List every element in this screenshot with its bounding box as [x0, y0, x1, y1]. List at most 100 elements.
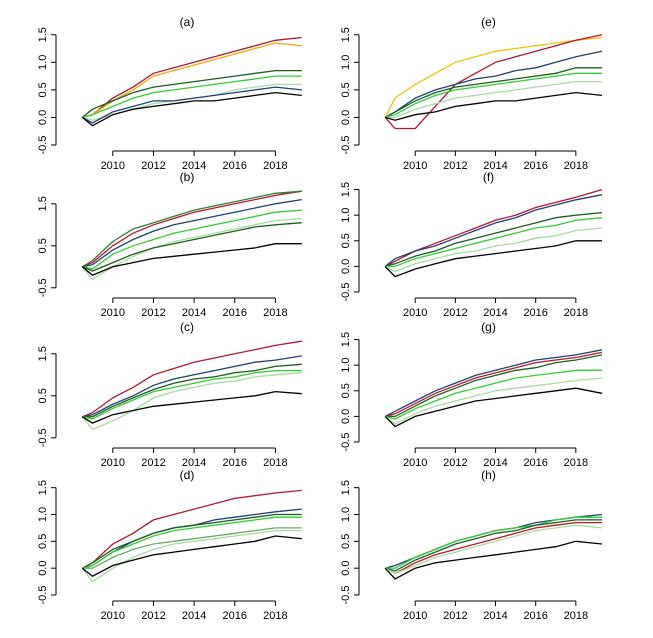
y-tick-label: -0.5	[37, 428, 49, 447]
series-line	[384, 227, 603, 273]
x-tick-label: 2016	[223, 307, 247, 319]
x-tick-label: 2014	[182, 457, 206, 469]
x-tick-label: 2012	[141, 307, 165, 319]
x-tick-label: 2014	[483, 160, 507, 172]
series-line	[82, 340, 302, 418]
y-tick-label: 1.5	[37, 346, 49, 361]
series-line	[384, 540, 603, 580]
series-line	[384, 211, 603, 268]
panel-title: (a)	[180, 15, 195, 29]
series-line	[81, 529, 302, 583]
x-tick-label: 2018	[564, 610, 588, 622]
series-line	[81, 535, 302, 577]
y-tick-label: 1.0	[37, 507, 49, 522]
y-tick-label: -0.5	[340, 433, 352, 452]
x-tick-label: 2010	[403, 610, 427, 622]
y-tick-label: -0.5	[37, 136, 49, 155]
y-tick-label: 1.0	[340, 507, 352, 522]
x-tick-label: 2018	[263, 307, 287, 319]
y-tick-label: 0.0	[340, 561, 352, 576]
panel-title: (e)	[481, 15, 496, 29]
panel-title: (h)	[481, 468, 496, 482]
x-tick-label: 2018	[564, 457, 588, 469]
y-tick-label: 0.5	[37, 388, 49, 403]
x-tick-label: 2016	[223, 457, 247, 469]
y-tick-label: 1.5	[340, 480, 352, 495]
y-tick-label: 1.5	[340, 332, 352, 347]
series-line	[384, 194, 603, 267]
panel-title: (b)	[180, 170, 195, 184]
y-tick-label: 0.5	[340, 383, 352, 398]
x-tick-label: 2012	[443, 307, 467, 319]
y-tick-label: 0.5	[340, 534, 352, 549]
x-tick-label: 2016	[523, 307, 547, 319]
series-line	[384, 351, 603, 418]
x-tick-label: 2010	[101, 610, 125, 622]
series-line	[385, 80, 602, 119]
series-line	[81, 390, 302, 424]
x-tick-label: 2010	[403, 457, 427, 469]
x-tick-label: 2014	[483, 457, 507, 469]
y-tick-label: -0.5	[340, 136, 352, 155]
y-tick-label: 0.5	[340, 233, 352, 248]
series-line	[81, 489, 302, 569]
y-tick-label: 1.5	[37, 196, 49, 211]
series-line	[384, 91, 603, 121]
series-line	[81, 91, 302, 127]
y-tick-label: 1.0	[37, 55, 49, 70]
x-tick-label: 2016	[523, 457, 547, 469]
series-line	[384, 524, 603, 575]
x-tick-label: 2014	[182, 610, 206, 622]
series-line	[384, 50, 603, 118]
x-tick-label: 2014	[483, 307, 507, 319]
y-tick-label: 0.0	[37, 110, 49, 125]
series-line	[82, 198, 302, 268]
y-tick-label: -0.5	[340, 586, 352, 605]
series-line	[81, 243, 302, 276]
series-line	[82, 516, 302, 569]
series-line	[81, 86, 302, 124]
series-line	[384, 67, 602, 118]
x-tick-label: 2016	[523, 610, 547, 622]
series-line	[82, 209, 302, 270]
x-tick-label: 2016	[223, 160, 247, 172]
series-line	[384, 387, 603, 428]
series-line	[384, 34, 603, 130]
y-tick-label: 0.5	[37, 534, 49, 549]
x-tick-label: 2018	[564, 160, 588, 172]
y-tick-label: 1.5	[37, 27, 49, 42]
x-tick-label: 2014	[182, 160, 206, 172]
series-line	[82, 36, 302, 119]
y-tick-label: 1.0	[340, 358, 352, 373]
series-line	[384, 377, 603, 425]
y-tick-label: 0.5	[37, 82, 49, 97]
panel-title: (d)	[180, 468, 195, 482]
series-line	[81, 69, 302, 118]
series-line	[384, 349, 603, 417]
x-tick-label: 2012	[141, 610, 165, 622]
series-line	[384, 519, 602, 572]
x-tick-label: 2014	[182, 307, 206, 319]
series-line	[82, 355, 302, 418]
series-line	[81, 372, 302, 431]
x-tick-label: 2012	[443, 160, 467, 172]
series-line	[384, 521, 602, 575]
series-line	[385, 516, 602, 569]
y-tick-label: -0.5	[37, 586, 49, 605]
series-line	[82, 42, 302, 119]
series-line	[82, 369, 302, 420]
x-tick-label: 2012	[141, 457, 165, 469]
panel-title: (g)	[481, 320, 496, 334]
x-tick-label: 2010	[101, 160, 125, 172]
y-tick-label: 0.0	[340, 409, 352, 424]
series-line	[384, 240, 602, 278]
series-line	[82, 222, 302, 272]
series-line	[384, 369, 602, 420]
y-tick-label: 1.0	[340, 55, 352, 70]
y-tick-label: -0.5	[37, 278, 49, 297]
series-line	[384, 72, 602, 119]
series-line	[82, 363, 302, 418]
series-line	[385, 354, 603, 418]
series-line	[82, 75, 302, 119]
x-tick-label: 2010	[403, 307, 427, 319]
